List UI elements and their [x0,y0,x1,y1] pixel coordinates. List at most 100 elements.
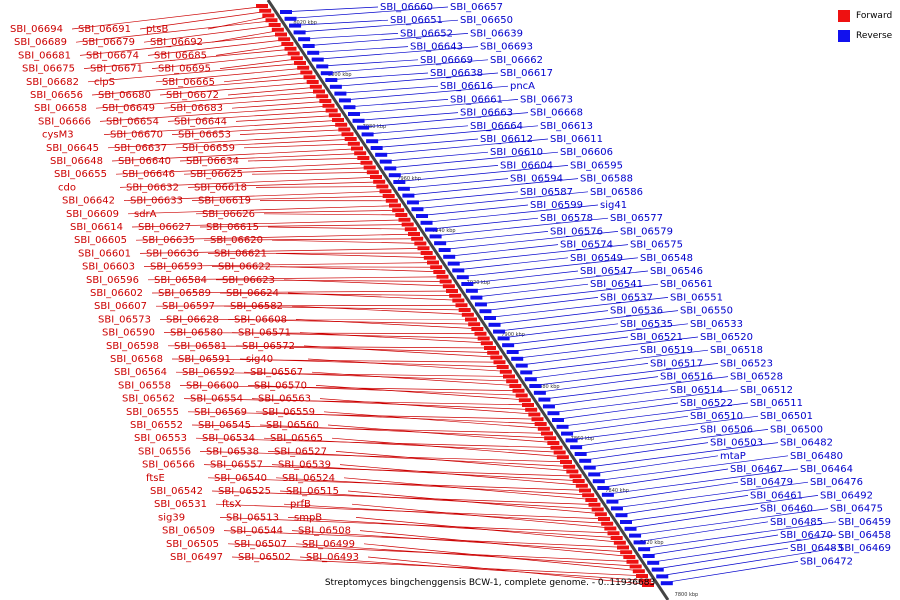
reverse-gene-label[interactable]: SBI_06616 [440,81,493,92]
forward-gene-mark[interactable] [582,493,595,498]
reverse-gene-mark[interactable] [434,241,447,246]
forward-gene-label[interactable]: SBI_06554 [190,394,243,405]
forward-gene-label[interactable]: SBI_06683 [170,103,223,114]
reverse-gene-mark[interactable] [334,91,347,96]
reverse-gene-mark[interactable] [497,336,510,341]
forward-gene-label[interactable]: SBI_06624 [226,288,279,299]
reverse-gene-mark[interactable] [615,513,628,518]
reverse-gene-label[interactable]: SBI_06578 [540,213,593,224]
reverse-gene-label[interactable]: SBI_06483 [790,543,843,554]
reverse-gene-mark[interactable] [465,288,478,293]
forward-gene-label[interactable]: SBI_06542 [150,486,203,497]
forward-gene-mark[interactable] [477,336,490,341]
forward-gene-label[interactable]: smpB [294,512,322,523]
forward-gene-label[interactable]: SBI_06598 [106,341,159,352]
reverse-gene-mark[interactable] [316,64,329,69]
forward-gene-mark[interactable] [303,75,316,80]
reverse-gene-mark[interactable] [470,295,483,300]
forward-gene-label[interactable]: SBI_06635 [142,235,195,246]
reverse-gene-mark[interactable] [610,506,623,511]
forward-gene-mark[interactable] [642,583,654,587]
reverse-gene-label[interactable]: SBI_06541 [590,279,643,290]
forward-gene-mark[interactable] [518,398,531,403]
forward-gene-mark[interactable] [401,222,414,227]
forward-gene-label[interactable]: SBI_06564 [114,367,167,378]
reverse-gene-label[interactable]: SBI_06579 [620,226,673,237]
reverse-gene-label[interactable]: SBI_06501 [760,411,813,422]
forward-gene-label[interactable]: SBI_06568 [110,354,163,365]
reverse-gene-label[interactable]: SBI_06612 [480,134,533,145]
reverse-gene-label[interactable]: SBI_06693 [480,42,533,53]
forward-gene-label[interactable]: SBI_06507 [234,539,287,550]
forward-gene-mark[interactable] [439,279,452,284]
forward-gene-label[interactable]: SBI_06502 [238,552,291,563]
forward-gene-label[interactable]: SBI_06666 [38,116,91,127]
forward-gene-mark[interactable] [588,502,601,507]
forward-gene-mark[interactable] [414,241,427,246]
reverse-gene-mark[interactable] [561,431,574,436]
forward-gene-mark[interactable] [503,374,515,379]
reverse-gene-label[interactable]: SBI_06549 [570,253,623,264]
reverse-gene-label[interactable]: SBI_06664 [470,121,523,132]
forward-gene-label[interactable]: SBI_06545 [198,420,251,431]
forward-gene-mark[interactable] [493,360,506,365]
forward-gene-mark[interactable] [591,507,604,512]
forward-gene-label[interactable]: SBI_06513 [226,512,279,523]
forward-gene-mark[interactable] [306,80,319,84]
forward-gene-mark[interactable] [357,156,370,160]
reverse-gene-label[interactable]: SBI_06520 [700,332,753,343]
reverse-gene-mark[interactable] [651,567,664,572]
forward-gene-label[interactable]: SBI_06670 [110,130,163,141]
forward-gene-mark[interactable] [335,122,348,127]
reverse-gene-mark[interactable] [533,390,546,395]
forward-gene-mark[interactable] [417,246,430,251]
reverse-gene-label[interactable]: SBI_06482 [780,438,833,449]
reverse-gene-mark[interactable] [642,554,655,558]
forward-gene-label[interactable]: SBI_06674 [86,50,139,61]
reverse-gene-mark[interactable] [479,309,492,314]
reverse-gene-mark[interactable] [529,384,542,388]
forward-gene-mark[interactable] [382,194,395,198]
forward-gene-mark[interactable] [363,165,376,170]
forward-gene-mark[interactable] [452,298,465,303]
reverse-gene-label[interactable]: SBI_06651 [390,15,443,26]
forward-gene-label[interactable]: cdo [58,182,76,193]
reverse-gene-mark[interactable] [388,173,401,178]
reverse-gene-label[interactable]: SBI_06577 [610,213,663,224]
forward-gene-label[interactable]: SBI_06665 [162,77,215,88]
forward-gene-mark[interactable] [360,160,373,165]
reverse-gene-label[interactable]: SBI_06661 [450,94,503,105]
forward-gene-mark[interactable] [556,455,569,460]
forward-gene-mark[interactable] [461,312,474,317]
forward-gene-label[interactable]: cysM3 [42,130,74,141]
forward-gene-mark[interactable] [446,289,458,293]
forward-gene-mark[interactable] [496,365,509,369]
forward-gene-mark[interactable] [347,141,360,146]
reverse-gene-mark[interactable] [406,200,419,205]
forward-gene-label[interactable]: SBI_06515 [286,486,339,497]
reverse-gene-label[interactable]: SBI_06514 [670,385,723,396]
reverse-gene-label[interactable]: SBI_06547 [580,266,633,277]
forward-gene-mark[interactable] [579,488,591,493]
forward-gene-mark[interactable] [572,479,585,483]
forward-gene-mark[interactable] [411,236,424,241]
forward-gene-mark[interactable] [512,388,525,393]
forward-gene-mark[interactable] [458,308,471,312]
forward-gene-mark[interactable] [370,175,382,179]
forward-gene-label[interactable]: SBI_06642 [62,196,115,207]
reverse-gene-mark[interactable] [370,146,383,150]
forward-gene-label[interactable]: SBI_06695 [158,64,211,75]
reverse-gene-label[interactable]: SBI_06561 [660,279,713,290]
forward-gene-mark[interactable] [613,540,626,545]
reverse-gene-mark[interactable] [429,234,442,239]
reverse-gene-mark[interactable] [484,316,496,320]
forward-gene-label[interactable]: SBI_06645 [46,143,99,154]
reverse-gene-label[interactable]: SBI_06669 [420,55,473,66]
reverse-gene-mark[interactable] [343,105,356,110]
forward-gene-label[interactable]: SBI_06601 [78,248,131,259]
forward-gene-mark[interactable] [338,127,351,132]
reverse-gene-label[interactable]: SBI_06522 [680,398,733,409]
forward-gene-label[interactable]: SBI_06555 [126,407,179,418]
forward-gene-mark[interactable] [626,559,639,564]
forward-gene-mark[interactable] [436,274,449,279]
